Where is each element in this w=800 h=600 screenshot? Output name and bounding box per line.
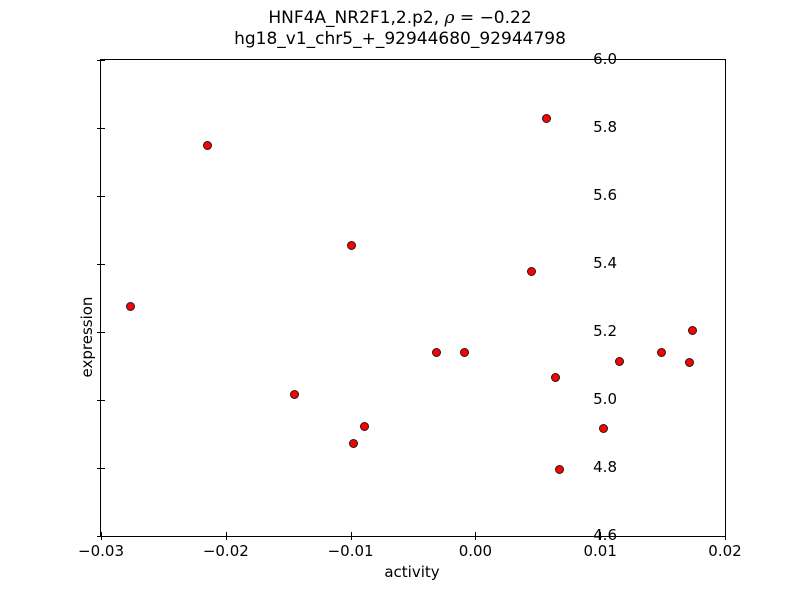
data-points-layer [101, 60, 725, 536]
data-point [202, 140, 212, 150]
data-point [347, 240, 357, 250]
x-axis-tick-label: 0.01 [583, 542, 617, 560]
chart-title-prefix: HNF4A_NR2F1,2.p2, [268, 8, 445, 28]
data-point [656, 347, 666, 357]
y-axis-tick-mark [97, 60, 101, 61]
y-axis-tick-label: 6.0 [593, 50, 617, 68]
y-axis-tick-label: 5.0 [593, 390, 617, 408]
plot-axes-frame: expression 4.6 4.8 5.0 5.2 5.4 5.6 5.8 6.0 −0.03… [78, 52, 742, 559]
y-axis-tick-mark [97, 128, 101, 129]
y-axis-title: expression [78, 296, 96, 378]
chart-title-rho-value: = −0.22 [454, 8, 532, 28]
x-axis-tick-mark [225, 536, 227, 540]
x-axis-tick-mark [600, 536, 602, 540]
chart-title: HNF4A_NR2F1,2.p2, ρ = −0.22 hg18_v1_chr5… [0, 8, 800, 50]
data-point [688, 326, 698, 336]
data-point [554, 465, 564, 475]
y-axis-tick-mark-inner [101, 468, 105, 469]
y-axis-tick-mark [97, 536, 101, 537]
y-axis-tick-mark-inner [101, 128, 105, 129]
y-axis-tick-mark-inner [101, 196, 105, 197]
data-point [598, 424, 608, 434]
rho-symbol: ρ [444, 8, 455, 28]
x-axis-title: activity [384, 563, 440, 581]
data-point [431, 347, 441, 357]
x-axis-tick-mark [101, 536, 102, 540]
y-axis-tick-mark-inner [101, 536, 105, 537]
data-point [348, 438, 358, 448]
x-axis-tick-label: −0.01 [327, 542, 374, 560]
data-point [459, 347, 469, 357]
y-axis-tick-mark-inner [101, 332, 105, 333]
data-point [289, 390, 299, 400]
chart-title-line-1: HNF4A_NR2F1,2.p2, ρ = −0.22 [0, 8, 800, 29]
y-axis-tick-mark [97, 332, 101, 333]
y-axis-tick-mark-inner [101, 60, 105, 61]
chart-title-line-2: hg18_v1_chr5_+_92944680_92944798 [234, 29, 566, 49]
x-axis-tick-mark-inner [600, 532, 602, 536]
x-axis-tick-label: −0.03 [78, 542, 124, 560]
y-axis-tick-mark [97, 400, 101, 401]
y-axis-tick-label: 5.4 [593, 254, 617, 272]
x-axis-tick-mark-inner [725, 532, 726, 536]
y-axis-tick-label: 5.6 [593, 186, 617, 204]
x-axis-tick-mark [475, 536, 477, 540]
data-point [542, 113, 552, 123]
y-axis-tick-mark-inner [101, 400, 105, 401]
y-axis-tick-label: 5.8 [593, 118, 617, 136]
x-axis-tick-mark-inner [101, 532, 102, 536]
y-axis-tick-label: 4.8 [593, 458, 617, 476]
x-axis-tick-mark-inner [225, 532, 227, 536]
x-axis-tick-mark-inner [475, 532, 477, 536]
x-axis-tick-mark [725, 536, 726, 540]
data-point [684, 358, 694, 368]
data-point [527, 266, 537, 276]
x-axis-tick-label: 0.00 [458, 542, 493, 560]
y-axis-tick-mark [97, 468, 101, 469]
data-point [550, 372, 560, 382]
data-point [360, 422, 370, 432]
x-axis-tick-mark-inner [350, 532, 352, 536]
x-axis-tick-label: −0.02 [202, 542, 249, 560]
x-axis-tick-mark [350, 536, 352, 540]
y-axis-tick-mark [97, 196, 101, 197]
y-axis-tick-label: 4.6 [593, 526, 617, 544]
y-axis-tick-mark-inner [101, 264, 105, 265]
data-point [125, 302, 135, 312]
y-axis-tick-label: 5.2 [593, 322, 617, 340]
x-axis-tick-label: 0.02 [708, 542, 742, 560]
y-axis-tick-mark [97, 264, 101, 265]
data-point [615, 357, 625, 367]
